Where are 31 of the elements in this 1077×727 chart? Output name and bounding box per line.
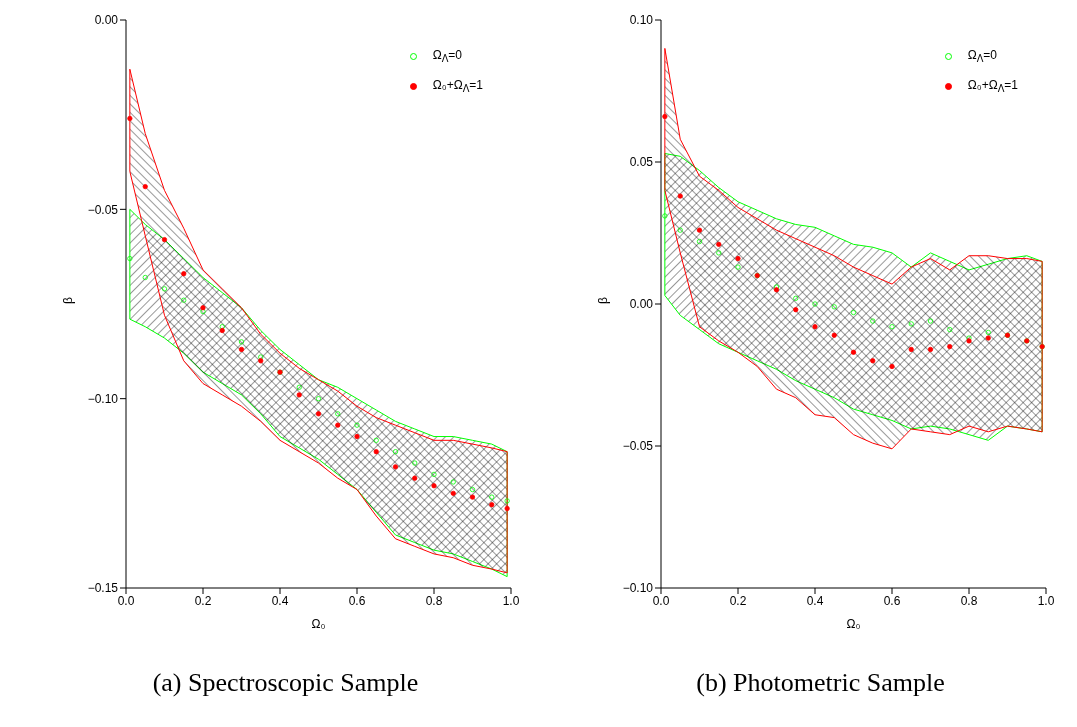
y-axis-title: β (596, 297, 611, 304)
text: (b) Photometric Sample (696, 668, 945, 697)
y-axis-title: β (61, 297, 76, 304)
y-tick-label: 0.10 (629, 13, 654, 28)
legend-label: Ω$_{Λ}$=0 (432, 48, 463, 65)
y-tick-label: 0.00 (94, 13, 119, 28)
x-axis-title: Ω₀ (311, 617, 326, 631)
x-axis-title: Ω₀ (846, 617, 861, 631)
y-tick-label: 0.00 (629, 297, 654, 312)
x-tick-label: 1.0 (1037, 593, 1055, 608)
legend-label: Ω₀+Ω$_{Λ}$=1 (967, 78, 1018, 95)
x-tick-label: 0.8 (425, 593, 443, 608)
y-tick-label: −0.05 (622, 439, 654, 454)
x-tick-label: 0.6 (883, 593, 901, 608)
x-tick-label: 0.0 (652, 593, 670, 608)
legend-label: Ω₀+Ω$_{Λ}$=1 (432, 78, 483, 95)
x-tick-label: 0.4 (271, 593, 289, 608)
y-tick-label: −0.10 (622, 581, 654, 596)
x-tick-label: 1.0 (502, 593, 520, 608)
x-tick-label: 0.6 (348, 593, 366, 608)
x-tick-label: 0.8 (960, 593, 978, 608)
y-tick-label: 0.05 (629, 155, 654, 170)
legend-label: Ω$_{Λ}$=0 (967, 48, 998, 65)
y-tick-label: −0.05 (87, 202, 119, 217)
x-tick-label: 0.2 (194, 593, 212, 608)
y-tick-label: −0.15 (87, 581, 119, 596)
y-tick-label: −0.10 (87, 391, 119, 406)
x-tick-label: 0.4 (806, 593, 824, 608)
x-tick-label: 0.0 (117, 593, 135, 608)
x-tick-label: 0.2 (729, 593, 747, 608)
text: (a) Spectroscopic Sample (152, 668, 419, 697)
